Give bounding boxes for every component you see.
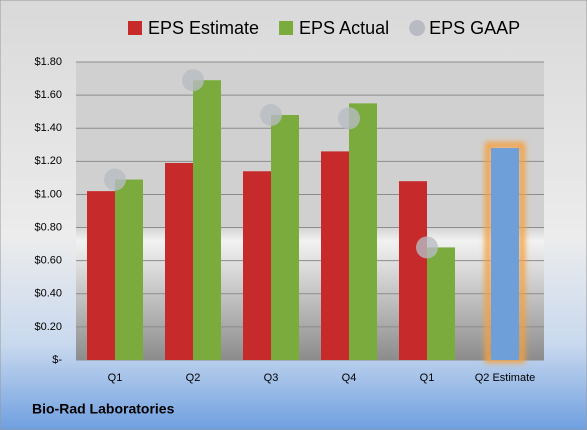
gaap-marker: [338, 107, 360, 130]
y-tick-label: $0.80: [34, 221, 62, 233]
legend-swatch: [409, 20, 426, 36]
bar: [193, 80, 221, 360]
y-tick-label: $0.60: [34, 255, 62, 267]
y-tick-label: $1.60: [34, 89, 62, 101]
legend-swatch: [128, 21, 142, 35]
bar: [399, 181, 427, 360]
bar: [321, 151, 349, 360]
legend-label: EPS Actual: [299, 18, 389, 38]
y-tick-label: $-: [52, 354, 62, 366]
bar: [115, 179, 143, 360]
y-tick-label: $0.40: [34, 288, 62, 300]
y-tick-label: $1.20: [34, 155, 62, 167]
plot-area: [76, 62, 544, 360]
y-tick-label: $1.40: [34, 122, 62, 134]
y-tick-label: $1.00: [34, 188, 62, 200]
bar: [87, 191, 115, 360]
gaap-marker: [104, 168, 126, 191]
bar: [243, 171, 271, 360]
x-tick-label: Q4: [342, 372, 357, 384]
gaap-marker: [182, 69, 204, 92]
bar: [165, 162, 193, 360]
y-tick-label: $1.80: [34, 56, 62, 68]
x-tick-label: Q1: [108, 372, 123, 384]
x-tick-label: Q3: [264, 372, 279, 384]
gaap-marker: [416, 236, 438, 259]
footer: Bio-Rad Laboratories: [32, 401, 175, 417]
gaap-marker: [260, 103, 282, 126]
bar: [349, 103, 377, 360]
bar: [271, 114, 299, 360]
bar: [491, 148, 519, 360]
legend-label: EPS GAAP: [429, 18, 520, 38]
legend-label: EPS Estimate: [148, 18, 259, 38]
x-tick-label: Q2 Estimate: [475, 372, 536, 384]
legend-swatch: [279, 21, 294, 35]
x-tick-label: Q1: [420, 372, 435, 384]
y-tick-label: $0.20: [34, 321, 62, 333]
x-tick-label: Q2: [186, 372, 201, 384]
bar: [427, 247, 455, 360]
